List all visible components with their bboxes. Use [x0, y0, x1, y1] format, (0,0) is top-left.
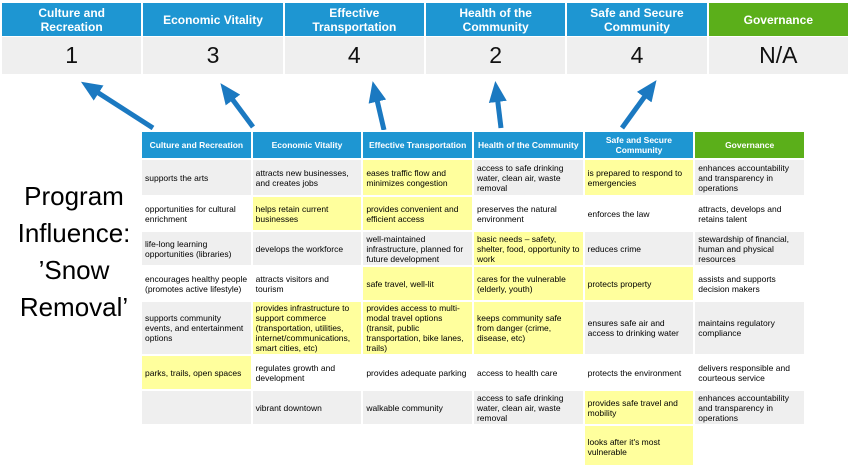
matrix-cell: keeps community safe from danger (crime,… [471, 300, 585, 356]
arrow-icon [368, 81, 387, 131]
score-transportation: 4 [284, 37, 424, 74]
matrix-cell: access to safe drinking water, clean air… [471, 389, 585, 426]
program-title: Program Influence: ’Snow Removal’ [0, 178, 148, 326]
matrix-cell: preserves the natural environment [471, 195, 585, 232]
matrix-cell [693, 424, 806, 465]
matrix-cell: delivers responsible and courteous servi… [693, 354, 806, 391]
matrix-cell: ensures safe air and access to drinking … [582, 300, 696, 356]
category-header-economic: Economic Vitality [143, 3, 283, 36]
matrix-cell [471, 424, 585, 465]
matrix-header-cell: Culture and Recreation [140, 130, 253, 160]
matrix-header-cell: Economic Vitality [250, 130, 364, 160]
matrix-cell: maintains regulatory compliance [693, 300, 806, 356]
matrix-cell: stewardship of financial, human and phys… [693, 230, 806, 267]
program-title-line: Removal’ [19, 292, 129, 322]
matrix-cell: is prepared to respond to emergencies [582, 158, 696, 197]
matrix-cell [250, 424, 364, 465]
matrix-cell: supports the arts [140, 158, 253, 197]
influence-matrix: Culture and Recreation Economic Vitality… [140, 130, 806, 465]
matrix-cell: protects property [582, 265, 696, 302]
matrix-cell: access to safe drinking water, clean air… [471, 158, 585, 197]
score-governance: N/A [708, 37, 848, 74]
score-economic: 3 [143, 37, 283, 74]
category-header-transportation: Effective Transportation [284, 3, 424, 36]
category-header-culture: Culture and Recreation [2, 3, 142, 36]
matrix-cell: helps retain current businesses [250, 195, 364, 232]
matrix-cell: provides safe travel and mobility [582, 389, 696, 426]
table-row: opportunities for cultural enrichment he… [140, 195, 806, 232]
matrix-cell: attracts new businesses, and creates job… [250, 158, 364, 197]
table-row: parks, trails, open spaces regulates gro… [140, 354, 806, 391]
matrix-cell [140, 389, 253, 426]
matrix-header-row: Culture and Recreation Economic Vitality… [140, 130, 806, 160]
matrix-cell: reduces crime [582, 230, 696, 267]
matrix-cell: provides infrastructure to support comme… [250, 300, 364, 356]
matrix-cell: opportunities for cultural enrichment [140, 195, 253, 232]
matrix-cell: eases traffic flow and minimizes congest… [361, 158, 474, 197]
table-row: life-long learning opportunities (librar… [140, 230, 806, 267]
matrix-cell: parks, trails, open spaces [140, 354, 253, 391]
matrix-cell: protects the environment [582, 354, 696, 391]
matrix-header-cell: Health of the Community [471, 130, 585, 160]
matrix-cell: assists and supports decision makers [693, 265, 806, 302]
matrix-cell: vibrant downtown [250, 389, 364, 426]
program-title-line: ’Snow [38, 255, 110, 285]
program-title-line: Program [24, 181, 124, 211]
category-header-governance: Governance [708, 3, 848, 36]
matrix-cell: well-maintained infrastructure, planned … [361, 230, 474, 267]
matrix-cell: provides adequate parking [361, 354, 474, 391]
arrow-icon [619, 80, 657, 130]
category-header-health: Health of the Community [425, 3, 566, 36]
matrix-cell: supports community events, and entertain… [140, 300, 253, 356]
matrix-cell: safe travel, well-lit [361, 265, 474, 302]
arrow-icon [80, 81, 155, 131]
arrow-icon [488, 81, 507, 129]
arrow-icon [220, 83, 256, 129]
matrix-cell: encourages healthy people (promotes acti… [140, 265, 253, 302]
matrix-header-cell: Safe and Secure Community [582, 130, 696, 160]
matrix-cell: enhances accountability and transparency… [693, 389, 806, 426]
matrix-cell: attracts, develops and retains talent [693, 195, 806, 232]
matrix-cell: walkable community [361, 389, 474, 426]
table-row: encourages healthy people (promotes acti… [140, 265, 806, 302]
matrix-cell: regulates growth and development [250, 354, 364, 391]
matrix-cell: life-long learning opportunities (librar… [140, 230, 253, 267]
matrix-cell: enforces the law [582, 195, 696, 232]
table-row: vibrant downtown walkable community acce… [140, 389, 806, 426]
table-row: supports community events, and entertain… [140, 300, 806, 356]
matrix-cell [140, 424, 253, 465]
matrix-cell: develops the workforce [250, 230, 364, 267]
matrix-cell: provides access to multi-modal travel op… [361, 300, 474, 356]
matrix-cell: cares for the vulnerable (elderly, youth… [471, 265, 585, 302]
matrix-cell: provides convenient and efficient access [361, 195, 474, 232]
score-safety: 4 [567, 37, 707, 74]
matrix-cell: enhances accountability and transparency… [693, 158, 806, 197]
score-health: 2 [425, 37, 566, 74]
category-header-safety: Safe and Secure Community [567, 3, 707, 36]
influence-arrows [80, 80, 657, 131]
table-row: looks after it's most vulnerable [140, 424, 806, 465]
matrix-header-cell: Governance [693, 130, 806, 160]
matrix-header-cell: Effective Transportation [361, 130, 474, 160]
matrix-cell: basic needs – safety, shelter, food, opp… [471, 230, 585, 267]
table-row: supports the arts attracts new businesse… [140, 158, 806, 197]
matrix-cell: looks after it's most vulnerable [582, 424, 696, 465]
matrix-cell [361, 424, 474, 465]
matrix-cell: attracts visitors and tourism [250, 265, 364, 302]
score-culture: 1 [2, 37, 142, 74]
program-title-line: Influence: [17, 218, 131, 248]
matrix-cell: access to health care [471, 354, 585, 391]
score-band: Culture and Recreation Economic Vitality… [2, 3, 848, 74]
